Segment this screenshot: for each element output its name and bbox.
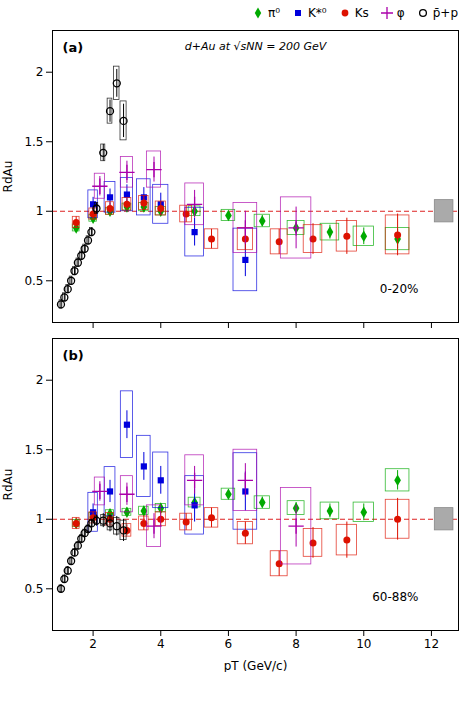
- svg-text:1.5: 1.5: [24, 135, 43, 149]
- svg-text:(b): (b): [63, 348, 84, 363]
- svg-text:60-88%: 60-88%: [372, 590, 418, 604]
- svg-text:1: 1: [36, 512, 44, 526]
- svg-text:2: 2: [89, 637, 97, 651]
- svg-text:(a): (a): [63, 40, 84, 55]
- html-text:π⁰: π⁰: [267, 6, 280, 20]
- svg-text:8: 8: [292, 637, 300, 651]
- svg-text:6: 6: [225, 637, 233, 651]
- html-text:K*⁰: K*⁰: [308, 6, 327, 20]
- svg-text:1: 1: [36, 204, 44, 218]
- svg-text:1.5: 1.5: [24, 443, 43, 457]
- svg-text:pT (GeV/c): pT (GeV/c): [224, 659, 288, 673]
- svg-text:RdAu: RdAu: [1, 161, 15, 193]
- svg-text:RdAu: RdAu: [1, 469, 15, 501]
- html-text:φ: φ: [396, 6, 405, 20]
- html-text:p̄+p: p̄+p: [432, 6, 458, 20]
- svg-text:12: 12: [424, 637, 439, 651]
- svg-text:d+Au at √sNN = 200 GeV: d+Au at √sNN = 200 GeV: [185, 40, 328, 53]
- svg-text:0-20%: 0-20%: [380, 282, 419, 296]
- svg-text:0.5: 0.5: [24, 274, 43, 288]
- html-text:Ks: Ks: [354, 6, 369, 20]
- svg-text:4: 4: [157, 637, 165, 651]
- svg-text:10: 10: [356, 637, 371, 651]
- svg-text:0.5: 0.5: [24, 582, 43, 596]
- svg-text:2: 2: [36, 65, 44, 79]
- svg-text:2: 2: [36, 373, 44, 387]
